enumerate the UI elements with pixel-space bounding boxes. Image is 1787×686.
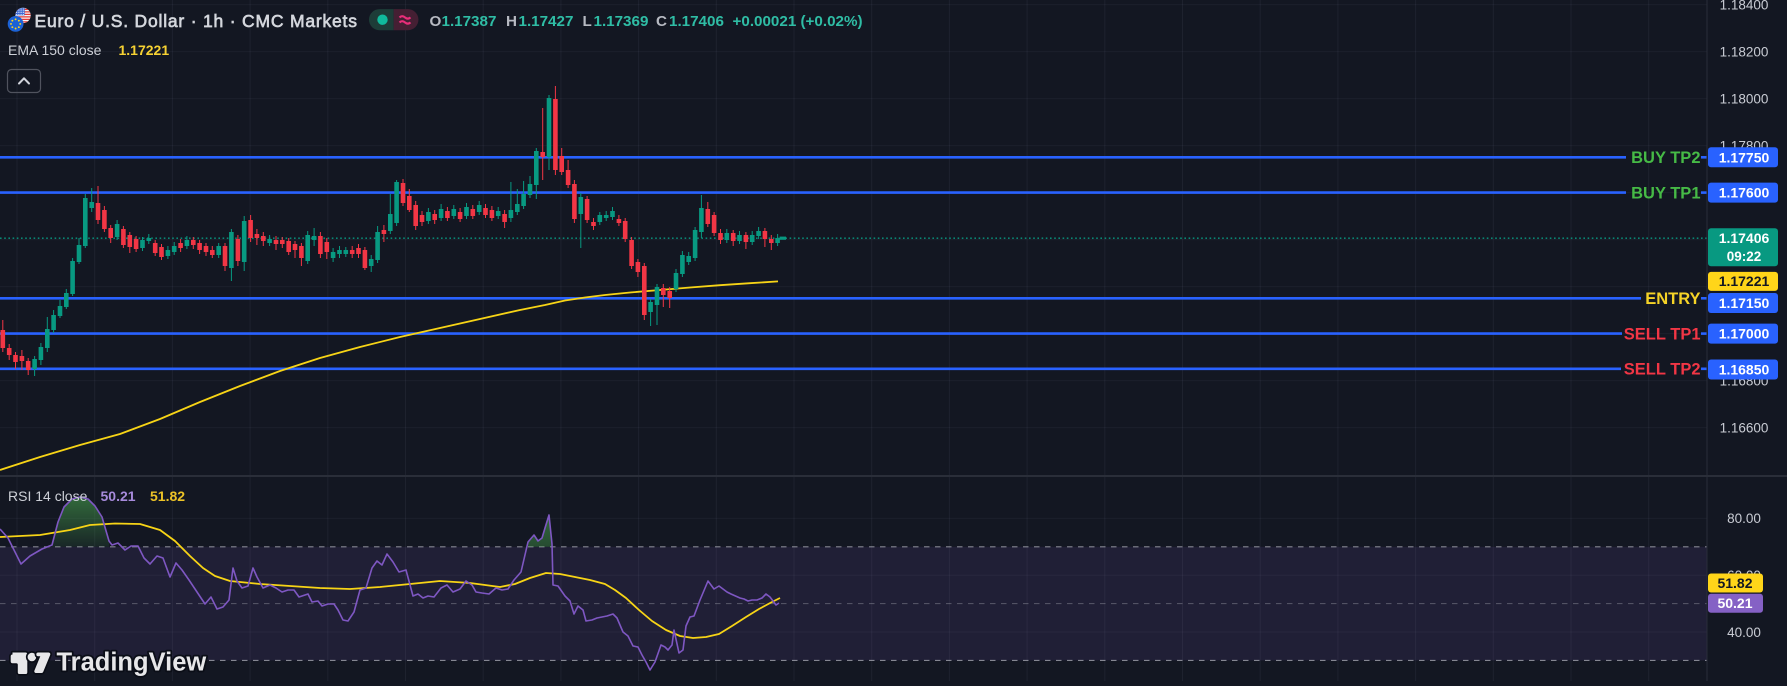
svg-text:ENTRY: ENTRY bbox=[1645, 290, 1700, 308]
svg-text:51.82: 51.82 bbox=[150, 488, 185, 504]
svg-text:09:22: 09:22 bbox=[1727, 249, 1762, 264]
svg-text:1.17600: 1.17600 bbox=[1719, 185, 1770, 201]
svg-text:1.16850: 1.16850 bbox=[1719, 362, 1770, 378]
svg-text:1.18000: 1.18000 bbox=[1720, 91, 1769, 106]
svg-text:1.17406: 1.17406 bbox=[669, 13, 724, 30]
svg-text:RSI 14 close: RSI 14 close bbox=[8, 488, 88, 504]
svg-text:+0.00021 (+0.02%): +0.00021 (+0.02%) bbox=[733, 13, 863, 30]
svg-text:O: O bbox=[430, 13, 442, 30]
svg-text:50.21: 50.21 bbox=[101, 488, 136, 504]
svg-text:50.21: 50.21 bbox=[1717, 595, 1752, 611]
svg-text:40.00: 40.00 bbox=[1727, 625, 1761, 640]
svg-text:80.00: 80.00 bbox=[1727, 511, 1761, 526]
svg-text:1.17221: 1.17221 bbox=[1719, 273, 1770, 289]
svg-text:BUY TP2: BUY TP2 bbox=[1631, 149, 1700, 167]
svg-text:51.82: 51.82 bbox=[1717, 575, 1752, 591]
svg-text:1.17750: 1.17750 bbox=[1719, 149, 1770, 165]
svg-text:BUY TP1: BUY TP1 bbox=[1631, 184, 1700, 202]
svg-text:TradingView: TradingView bbox=[57, 649, 207, 677]
svg-text:H: H bbox=[506, 13, 517, 30]
svg-text:1.17369: 1.17369 bbox=[594, 13, 649, 30]
svg-text:1.18200: 1.18200 bbox=[1720, 44, 1769, 59]
svg-text:1.17000: 1.17000 bbox=[1719, 326, 1770, 342]
svg-text:1.17387: 1.17387 bbox=[442, 13, 497, 30]
svg-text:L: L bbox=[583, 13, 592, 30]
svg-text:1.16600: 1.16600 bbox=[1720, 420, 1769, 435]
svg-text:1.17221: 1.17221 bbox=[119, 42, 170, 58]
svg-text:1.17427: 1.17427 bbox=[519, 13, 574, 30]
svg-text:1.18400: 1.18400 bbox=[1720, 0, 1769, 12]
svg-text:EMA 150 close: EMA 150 close bbox=[8, 42, 102, 58]
svg-text:1.17406: 1.17406 bbox=[1719, 230, 1770, 246]
svg-text:Euro / U.S. Dollar · 1h · CMC: Euro / U.S. Dollar · 1h · CMC Markets bbox=[35, 11, 358, 31]
svg-text:SELL TP2: SELL TP2 bbox=[1624, 361, 1701, 379]
svg-text:SELL TP1: SELL TP1 bbox=[1624, 325, 1701, 343]
svg-text:1.17150: 1.17150 bbox=[1719, 295, 1770, 311]
svg-text:C: C bbox=[656, 13, 667, 30]
